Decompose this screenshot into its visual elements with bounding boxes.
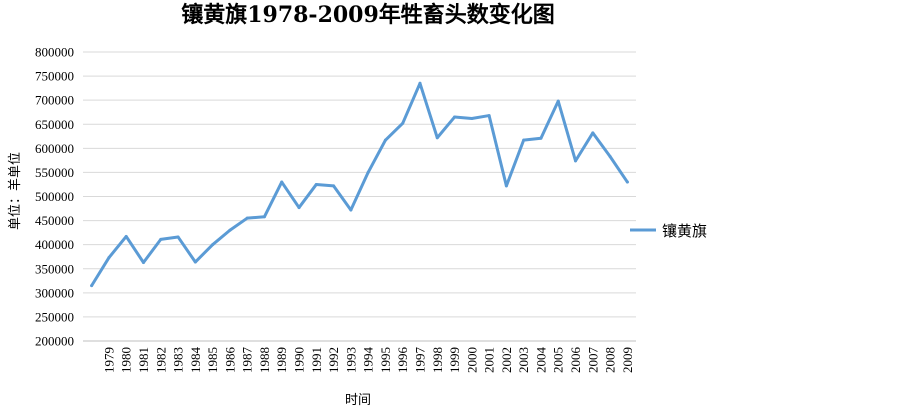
x-tick-label: 1982 — [153, 347, 168, 373]
data-point — [193, 260, 197, 264]
x-tick-label: 2006 — [568, 347, 583, 374]
data-point — [90, 284, 94, 288]
y-tick-label: 450000 — [35, 213, 74, 228]
y-tick-label: 600000 — [35, 141, 74, 156]
x-tick-label: 1981 — [136, 347, 151, 373]
data-point — [314, 182, 318, 186]
data-point — [504, 184, 508, 188]
y-tick-label: 300000 — [35, 285, 74, 300]
chart-title: 镶黄旗1978-2009年牲畜头数变化图 — [181, 2, 555, 28]
data-point — [401, 121, 405, 125]
data-point — [418, 81, 422, 85]
y-tick-label: 650000 — [35, 117, 74, 132]
data-point — [280, 180, 284, 184]
y-tick-label: 500000 — [35, 189, 74, 204]
y-tick-label: 550000 — [35, 165, 74, 180]
x-tick-label: 1997 — [412, 347, 427, 374]
data-point — [556, 99, 560, 103]
y-tick-label: 700000 — [35, 93, 74, 108]
data-point — [453, 115, 457, 119]
y-axis-label: 单位：羊单位 — [7, 152, 23, 230]
y-axis-ticks: 200000 250000 300000 350000 400000 450000 5000… — [35, 45, 74, 349]
data-point — [608, 155, 612, 159]
x-tick-label: 1988 — [257, 347, 272, 373]
y-tick-label: 200000 — [35, 334, 74, 349]
y-tick-label: 400000 — [35, 237, 74, 252]
x-tick-label: 1979 — [101, 347, 116, 373]
x-tick-label: 1980 — [119, 347, 134, 373]
legend-label: 镶黄旗 — [662, 222, 707, 240]
x-tick-label: 1996 — [395, 347, 410, 374]
data-point — [574, 159, 578, 163]
x-tick-label: 1999 — [447, 347, 462, 373]
gridlines — [83, 51, 636, 342]
x-tick-label: 2000 — [464, 347, 479, 373]
x-tick-label: 2001 — [482, 347, 497, 373]
data-point — [349, 208, 353, 212]
x-tick-label: 1985 — [205, 347, 220, 373]
x-axis-label: 时间 — [345, 393, 371, 408]
x-tick-label: 1989 — [274, 347, 289, 373]
x-tick-label: 1995 — [378, 347, 393, 373]
data-point — [487, 114, 491, 118]
x-tick-label: 1998 — [430, 347, 445, 373]
x-axis-ticks: 1979 1980 1981 1982 1983 1984 1985 1986 1987 1988… — [101, 347, 634, 374]
y-tick-label: 750000 — [35, 69, 74, 84]
data-point — [591, 131, 595, 135]
data-point — [176, 235, 180, 239]
x-tick-label: 1991 — [309, 347, 324, 373]
y-tick-label: 800000 — [35, 45, 74, 60]
data-point — [124, 234, 128, 238]
y-tick-label: 250000 — [35, 309, 74, 324]
data-point — [159, 237, 163, 241]
data-point — [262, 215, 266, 219]
x-tick-label: 1992 — [326, 347, 341, 373]
x-tick-label: 1983 — [171, 347, 186, 373]
data-point — [211, 243, 215, 247]
x-tick-label: 1993 — [343, 347, 358, 373]
series-layer — [90, 81, 629, 288]
data-point — [228, 228, 232, 232]
x-tick-label: 2003 — [516, 347, 531, 373]
data-point — [366, 170, 370, 174]
x-tick-label: 2005 — [551, 347, 566, 373]
x-tick-label: 1986 — [222, 347, 237, 374]
data-point — [332, 184, 336, 188]
x-tick-label: 1984 — [188, 347, 203, 374]
x-tick-label: 2007 — [585, 347, 600, 374]
data-point — [383, 138, 387, 142]
x-tick-label: 2004 — [533, 347, 548, 374]
x-tick-label: 2008 — [603, 347, 618, 373]
data-point — [435, 136, 439, 140]
data-point — [245, 216, 249, 220]
legend: 镶黄旗 — [630, 222, 707, 240]
data-point — [107, 256, 111, 260]
x-tick-label: 1990 — [292, 347, 307, 373]
data-point — [522, 138, 526, 142]
x-tick-label: 2002 — [499, 347, 514, 373]
x-tick-label: 1987 — [240, 347, 255, 374]
series-line — [90, 81, 629, 288]
data-point — [470, 116, 474, 120]
x-tick-label: 2009 — [620, 347, 635, 373]
x-tick-label: 1994 — [361, 347, 376, 374]
data-point — [625, 180, 629, 184]
y-tick-label: 350000 — [35, 261, 74, 276]
data-point — [297, 206, 301, 210]
data-point — [539, 136, 543, 140]
data-point — [141, 260, 145, 264]
